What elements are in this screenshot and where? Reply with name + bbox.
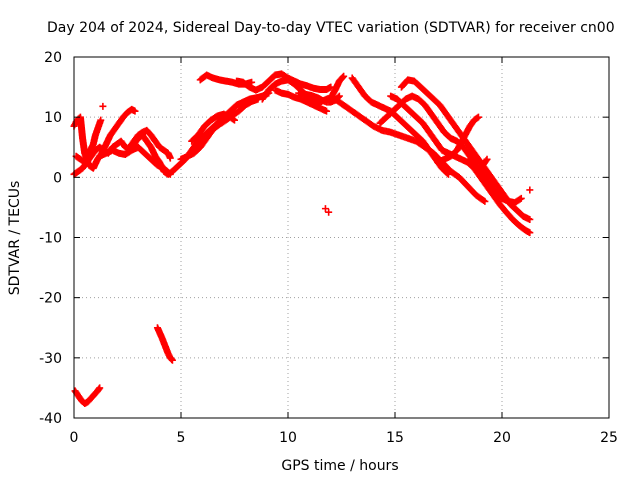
data-point xyxy=(483,155,491,163)
y-tick-label: -20 xyxy=(39,291,62,307)
data-point xyxy=(482,156,490,164)
series-top-d xyxy=(271,86,331,115)
data-point xyxy=(335,92,343,100)
data-point xyxy=(323,107,331,115)
series-fall-f xyxy=(434,113,482,166)
data-point xyxy=(131,107,139,115)
grid-layer xyxy=(74,57,609,418)
data-point xyxy=(96,384,104,392)
y-tick-label: -10 xyxy=(39,231,62,247)
ticks-layer: 0 5 10 15 20 25 -40 -30 -20 -10 0 10 20 xyxy=(39,50,618,446)
x-tick-label: 20 xyxy=(493,430,511,446)
series-early-f xyxy=(126,126,174,162)
series-dip-4h xyxy=(153,324,176,364)
data-point xyxy=(481,197,489,205)
data-point xyxy=(445,170,452,178)
y-axis-label: SDTVAR / TECUs xyxy=(7,181,23,296)
chart-title: Day 204 of 2024, Sidereal Day-to-day VTE… xyxy=(47,20,615,36)
y-tick-label: 0 xyxy=(53,170,62,186)
x-tick-label: 25 xyxy=(600,430,618,446)
y-tick-label: -40 xyxy=(39,411,62,427)
data-point xyxy=(325,208,333,216)
series-fall-b xyxy=(348,74,452,178)
series-early-e xyxy=(96,143,174,178)
x-tick-label: 0 xyxy=(70,430,79,446)
data-point xyxy=(480,197,488,205)
data-point xyxy=(168,356,176,364)
data-point xyxy=(321,205,329,213)
x-tick-label: 5 xyxy=(177,430,186,446)
data-point xyxy=(516,195,524,203)
x-tick-label: 10 xyxy=(279,430,297,446)
series-early-low xyxy=(71,384,104,408)
data-point xyxy=(526,186,534,194)
data-point xyxy=(248,78,256,86)
y-tick-label: 10 xyxy=(44,110,62,126)
series-isolated xyxy=(99,102,534,216)
x-tick-label: 15 xyxy=(386,430,404,446)
y-tick-label: -30 xyxy=(39,351,62,367)
data-point xyxy=(474,113,482,121)
y-tick-label: 20 xyxy=(44,50,62,66)
data-point xyxy=(99,102,107,110)
data-point xyxy=(97,116,105,124)
data-point xyxy=(166,154,174,162)
points-layer xyxy=(70,70,534,408)
data-point xyxy=(526,215,534,223)
series-rise-b xyxy=(177,95,262,163)
series-fall-g xyxy=(466,155,491,175)
series-rise-c xyxy=(188,110,238,145)
x-axis-label: GPS time / hours xyxy=(281,458,398,474)
series-fall-e xyxy=(387,92,534,237)
data-point xyxy=(339,73,347,81)
data-point xyxy=(517,194,525,202)
data-point xyxy=(526,229,534,237)
data-point xyxy=(340,72,348,80)
series-early-d xyxy=(98,105,139,157)
data-point xyxy=(443,169,451,177)
data-point xyxy=(231,116,238,124)
